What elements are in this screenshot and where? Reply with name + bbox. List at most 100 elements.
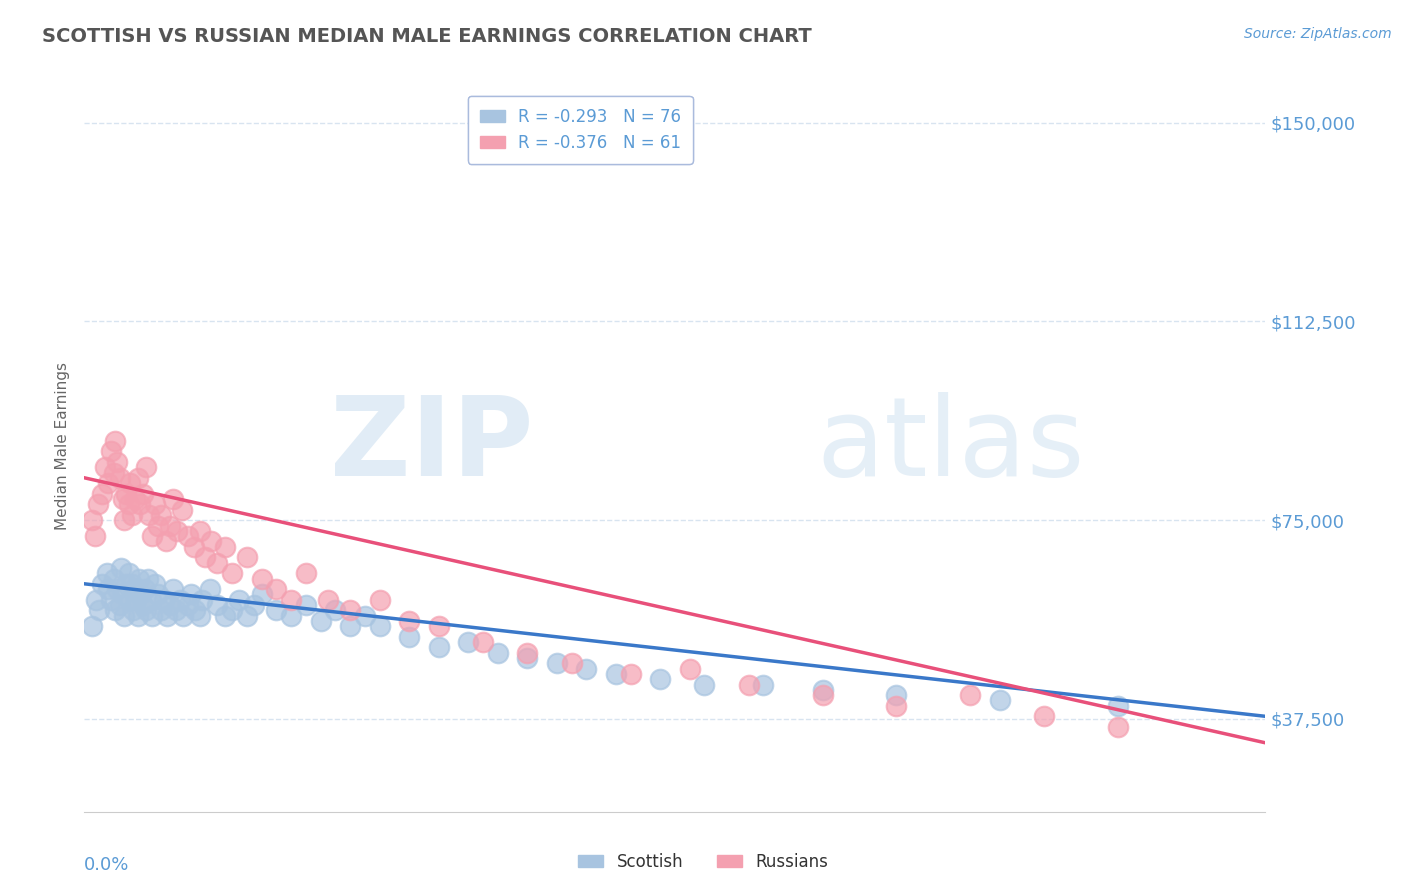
Point xyxy=(118,566,141,581)
Point xyxy=(368,592,391,607)
Point xyxy=(96,566,118,581)
Point xyxy=(129,497,152,511)
Point xyxy=(236,550,259,565)
Point xyxy=(214,608,236,623)
Point xyxy=(143,497,166,511)
Point xyxy=(221,566,243,581)
Point xyxy=(162,491,184,506)
Point xyxy=(120,476,142,491)
Point xyxy=(120,592,142,607)
Point xyxy=(134,582,156,596)
Point xyxy=(159,518,181,533)
Point xyxy=(198,582,221,596)
Point xyxy=(169,592,191,607)
Point xyxy=(166,524,188,538)
Point xyxy=(693,677,716,691)
Point xyxy=(1107,720,1129,734)
Point xyxy=(127,471,149,485)
Point xyxy=(427,619,450,633)
Point xyxy=(295,598,318,612)
Text: ZIP: ZIP xyxy=(330,392,533,500)
Point xyxy=(139,592,162,607)
Point xyxy=(486,646,509,660)
Point xyxy=(309,614,332,628)
Y-axis label: Median Male Earnings: Median Male Earnings xyxy=(55,362,70,530)
Point xyxy=(136,572,159,586)
Legend: Scottish, Russians: Scottish, Russians xyxy=(569,845,837,880)
Point xyxy=(650,672,672,686)
Point xyxy=(141,608,163,623)
Point xyxy=(207,556,229,570)
Point xyxy=(155,534,177,549)
Point xyxy=(124,491,146,506)
Point xyxy=(104,603,127,617)
Legend: R = -0.293   N = 76, R = -0.376   N = 61: R = -0.293 N = 76, R = -0.376 N = 61 xyxy=(468,96,693,163)
Point xyxy=(398,630,420,644)
Point xyxy=(143,576,166,591)
Point xyxy=(105,582,128,596)
Point xyxy=(80,513,103,527)
Point xyxy=(162,582,184,596)
Point xyxy=(108,598,131,612)
Point xyxy=(200,534,222,549)
Point xyxy=(1107,698,1129,713)
Point xyxy=(135,460,157,475)
Point xyxy=(114,486,136,500)
Point xyxy=(752,677,775,691)
Point xyxy=(250,587,273,601)
Point xyxy=(250,572,273,586)
Point xyxy=(620,667,643,681)
Point xyxy=(207,598,229,612)
Point xyxy=(339,619,361,633)
Point xyxy=(94,460,117,475)
Point xyxy=(108,471,131,485)
Point xyxy=(183,540,205,554)
Text: SCOTTISH VS RUSSIAN MEDIAN MALE EARNINGS CORRELATION CHART: SCOTTISH VS RUSSIAN MEDIAN MALE EARNINGS… xyxy=(42,27,811,45)
Point xyxy=(811,688,834,702)
Point xyxy=(561,657,583,671)
Point xyxy=(575,662,598,676)
Point xyxy=(1033,709,1056,723)
Point xyxy=(214,540,236,554)
Point xyxy=(87,603,111,617)
Point xyxy=(127,608,149,623)
Point xyxy=(111,587,134,601)
Point xyxy=(988,693,1011,707)
Point xyxy=(91,576,114,591)
Point xyxy=(188,608,211,623)
Point xyxy=(80,619,103,633)
Text: 0.0%: 0.0% xyxy=(84,855,129,873)
Point xyxy=(266,582,288,596)
Point xyxy=(132,598,155,612)
Point xyxy=(159,598,181,612)
Point xyxy=(280,592,302,607)
Point xyxy=(150,603,173,617)
Point xyxy=(280,608,302,623)
Point xyxy=(97,476,120,491)
Point xyxy=(84,592,107,607)
Point xyxy=(354,608,377,623)
Point xyxy=(184,603,207,617)
Point xyxy=(121,576,143,591)
Point xyxy=(141,529,163,543)
Point xyxy=(811,682,834,697)
Point xyxy=(325,603,347,617)
Point xyxy=(103,466,125,480)
Point xyxy=(135,603,157,617)
Point xyxy=(97,582,120,596)
Point xyxy=(177,529,200,543)
Point xyxy=(457,635,479,649)
Point xyxy=(177,598,200,612)
Point xyxy=(221,603,243,617)
Point xyxy=(605,667,627,681)
Point xyxy=(516,646,538,660)
Point xyxy=(339,603,361,617)
Point xyxy=(228,592,250,607)
Point xyxy=(368,619,391,633)
Point xyxy=(156,608,179,623)
Point xyxy=(546,657,568,671)
Point xyxy=(148,518,170,533)
Point xyxy=(427,640,450,655)
Point xyxy=(266,603,288,617)
Point xyxy=(121,508,143,522)
